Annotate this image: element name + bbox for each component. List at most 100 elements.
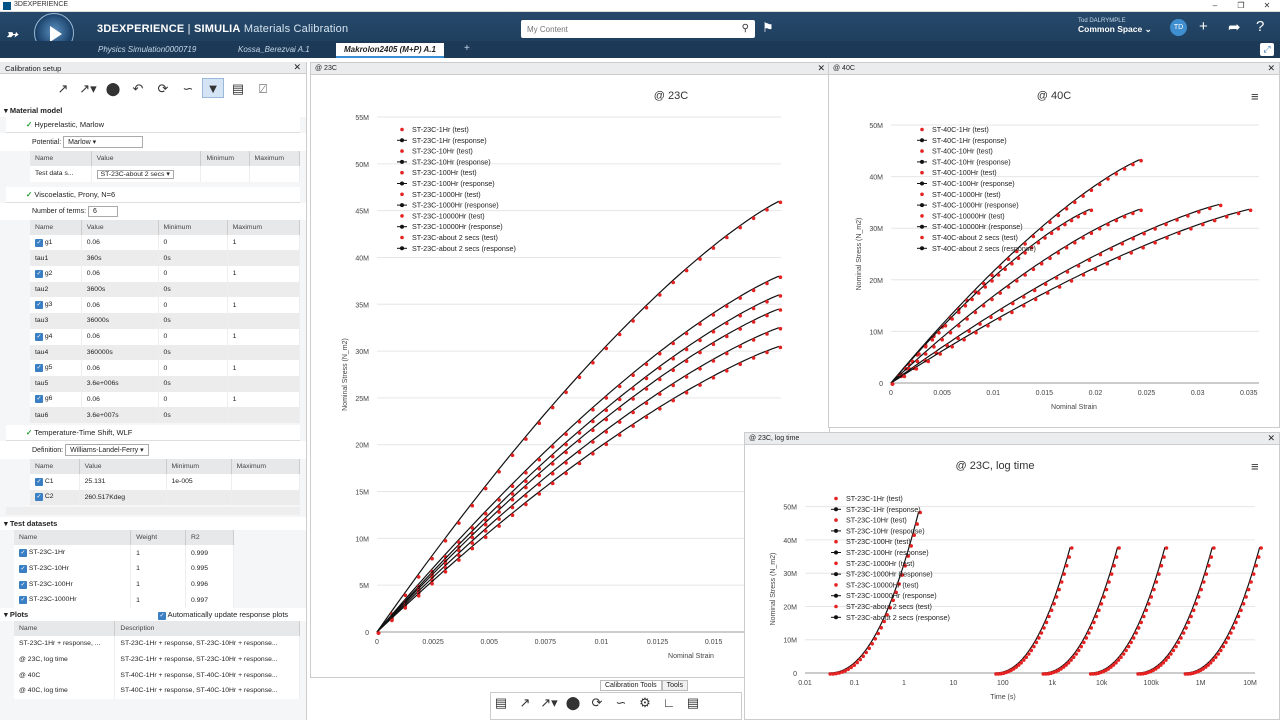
temperature-shift-section[interactable]: ✓ Temperature-Time Shift, WLF (6, 424, 300, 441)
search-box[interactable]: ⚲ (521, 20, 755, 38)
plots-header[interactable]: ▾ Plots ✓ Automatically update response … (0, 608, 306, 622)
share-icon[interactable]: ➦ (1228, 19, 1241, 36)
user-info[interactable]: Tod DALRYMPLE Common Space ⌄ (1078, 18, 1152, 34)
refresh-icon[interactable]: ⟳ (591, 695, 603, 710)
table-row[interactable]: ✓ g6 0.06 0 1 (30, 391, 301, 408)
row-checkbox[interactable]: ✓ (19, 564, 27, 573)
avatar[interactable]: TD (1170, 19, 1187, 36)
table-row[interactable]: tau6 3.6e+007s 0s (30, 407, 301, 423)
table-row[interactable]: ST-23C-1Hr + response, ... ST-23C-1Hr + r… (14, 636, 300, 652)
test-point (1047, 614, 1051, 619)
test-point (577, 431, 582, 435)
table-row[interactable]: tau3 36000s 0s (30, 313, 301, 329)
add-tab-button[interactable]: + (464, 43, 470, 54)
test-point (698, 322, 702, 326)
close-plot-icon[interactable]: ✕ (1267, 433, 1275, 443)
expand-icon[interactable]: ⤢ (1260, 43, 1274, 56)
test-data-select[interactable]: ST-23C-about 2 secs ▾ (96, 169, 174, 179)
grid-icon[interactable]: ▤ (494, 695, 508, 710)
row-checkbox[interactable]: ✓ (19, 580, 27, 589)
definition-select[interactable]: Williams-Landel-Ferry ▾ (65, 443, 149, 456)
table-row[interactable]: ✓ ST-23C-10Hr 1 0.995 (14, 561, 235, 577)
auto-update-checkbox[interactable]: ✓ (158, 612, 166, 621)
minimize-button[interactable]: – (1212, 1, 1218, 10)
test-point (974, 330, 978, 335)
table-row[interactable]: tau2 3600s 0s (30, 281, 301, 298)
menu-icon[interactable]: ≡ (1251, 89, 1259, 104)
row-checkbox[interactable]: ✓ (35, 477, 43, 486)
filter-icon[interactable]: ▼ (202, 78, 224, 98)
row-checkbox[interactable]: ✓ (19, 596, 27, 605)
table-row[interactable]: tau5 3.6e+006s 0s (30, 375, 301, 392)
table-row[interactable]: tau1 360s 0s (30, 250, 301, 267)
tab-calibration-tools[interactable]: Calibration Tools (600, 680, 662, 691)
calibrate-icon[interactable]: ↗ (519, 695, 531, 710)
table-icon[interactable]: ▤ (231, 81, 245, 96)
tab-kossa-berezvai[interactable]: Kossa_Berezvai A.1 (238, 45, 310, 54)
test-point (1122, 167, 1127, 171)
table-row[interactable]: tau4 360000s 0s (30, 344, 301, 361)
menu-icon[interactable]: ≡ (1251, 459, 1259, 474)
calibrate-options-icon[interactable]: ↗▾ (79, 81, 97, 96)
test-point (1124, 648, 1128, 653)
table-row[interactable]: ✓ g4 0.06 0 1 (30, 328, 301, 345)
tab-makrolon[interactable]: Makrolon2405 (M+P) A.1 (336, 43, 444, 58)
close-plot-icon[interactable]: ✕ (817, 63, 825, 73)
undo-icon[interactable]: ↶ (132, 81, 144, 96)
table-row[interactable]: @ 23C, log time ST-23C-1Hr + response, ST… (14, 651, 300, 668)
viscoelastic-section[interactable]: ✓ Viscoelastic, Prony, N=6 (6, 186, 300, 203)
plot-icon[interactable]: ∽ (615, 695, 627, 710)
row-checkbox[interactable]: ✓ (35, 493, 43, 502)
row-checkbox[interactable]: ✓ (35, 364, 43, 373)
calibrate-icon[interactable]: ↗ (57, 81, 69, 96)
tab-tools[interactable]: Tools (661, 680, 688, 691)
hyperelastic-section[interactable]: ✓ Hyperelastic, Marlow (6, 117, 300, 133)
horizontal-scrollbar[interactable] (6, 507, 300, 516)
calibrate-options-icon[interactable]: ↗▾ (540, 695, 558, 710)
table-row[interactable]: ✓ C2 260.517Kdeg (30, 489, 301, 506)
test-point (930, 337, 935, 342)
table-row[interactable]: ✓ ST-23C-1Hr 1 0.999 (14, 545, 235, 561)
tab-physics-simulation[interactable]: Physics Simulation0000719 (98, 45, 197, 54)
row-checkbox[interactable]: ✓ (35, 238, 43, 247)
table-row[interactable]: ✓ ST-23C-100Hr 1 0.996 (14, 576, 235, 593)
table-row[interactable]: ✓ g5 0.06 0 1 (30, 360, 301, 376)
row-checkbox[interactable]: ✓ (35, 332, 43, 341)
x-tick-label: 0.01 (986, 390, 1000, 397)
document-icon[interactable]: ▤ (686, 695, 700, 710)
tag-icon[interactable]: ⚑ (762, 20, 774, 35)
row-checkbox[interactable]: ✓ (35, 269, 43, 278)
close-panel-icon[interactable]: ✕ (293, 62, 301, 72)
row-checkbox[interactable]: ✓ (19, 549, 27, 558)
close-window-button[interactable]: ✕ (1263, 1, 1271, 10)
table-row[interactable]: @ 40C ST-40C-1Hr + response, ST-40C-10Hr … (14, 667, 300, 684)
test-datasets-header[interactable]: ▾ Test datasets (0, 517, 306, 531)
export-icon[interactable]: ⍁ (259, 81, 267, 96)
table-row[interactable]: ✓ ST-23C-1000Hr 1 0.997 (14, 592, 235, 609)
table-row[interactable]: ✓ g3 0.06 0 1 (30, 297, 301, 314)
settings-icon[interactable]: ⚙ (639, 695, 651, 710)
refresh-icon[interactable]: ⟳ (157, 81, 169, 96)
test-point (631, 424, 635, 428)
material-icon[interactable]: ⬤ (105, 81, 121, 96)
search-icon[interactable]: ⚲ (741, 23, 749, 34)
row-checkbox[interactable]: ✓ (35, 395, 43, 404)
row-checkbox[interactable]: ✓ (35, 301, 43, 310)
restore-button[interactable]: ❐ (1237, 1, 1245, 10)
number-of-terms-input[interactable]: 6 (88, 205, 119, 217)
table-row[interactable]: ✓ g2 0.06 0 1 (30, 266, 301, 282)
help-icon[interactable]: ? (1256, 18, 1265, 35)
plot-icon[interactable]: ∽ (182, 81, 194, 96)
test-point (671, 341, 675, 346)
material-icon[interactable]: ⬤ (565, 695, 581, 710)
close-plot-icon[interactable]: ✕ (1267, 63, 1275, 73)
table-row[interactable]: @ 40C, log time ST-40C-1Hr + response, ST… (14, 683, 300, 699)
material-model-header[interactable]: ▾ Material model (0, 104, 306, 117)
test-point (644, 387, 649, 391)
search-input[interactable] (521, 20, 721, 38)
add-icon[interactable]: + (1199, 18, 1208, 35)
table-row[interactable]: ✓ C1 25.131 1e-005 (30, 473, 301, 490)
potential-select[interactable]: Marlow ▾ (63, 136, 144, 148)
axis-icon[interactable]: ∟ (662, 695, 676, 710)
table-row[interactable]: ✓ g1 0.06 0 1 (30, 234, 301, 251)
